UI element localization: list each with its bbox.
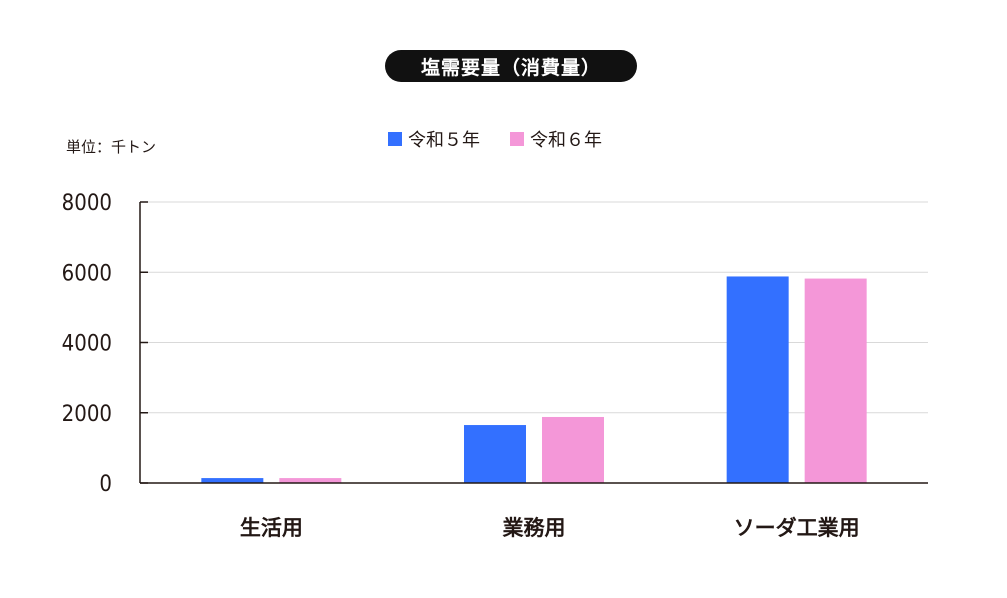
x-category-label: 生活用 <box>240 516 303 540</box>
y-tick-label: 0 <box>99 472 112 497</box>
bar-0-0 <box>201 478 264 483</box>
x-category-labels: 生活用 業務用 ソーダ工業用 <box>240 516 860 540</box>
axes <box>139 201 928 484</box>
legend-label-0: 令和５年 <box>408 130 480 151</box>
bar-1-1 <box>542 416 604 483</box>
bar-1-0 <box>279 478 342 483</box>
y-tick-label: 8000 <box>62 191 112 216</box>
x-category-label: ソーダ工業用 <box>734 516 860 540</box>
legend-item-1: 令和６年 <box>510 126 602 152</box>
y-tick-label: 4000 <box>62 332 112 357</box>
legend-swatch-0 <box>388 132 402 146</box>
bar-0-2 <box>726 276 789 483</box>
legend-label-1: 令和６年 <box>530 130 602 151</box>
y-tick-labels: 0 2000 4000 6000 8000 <box>62 191 112 497</box>
bar-1-2 <box>804 278 867 483</box>
x-category-label: 業務用 <box>503 516 566 540</box>
bars <box>201 276 867 483</box>
legend-swatch-1 <box>510 132 524 146</box>
grid-lines <box>140 201 928 414</box>
legend: 令和５年 令和６年 <box>388 126 602 152</box>
bar-0-1 <box>464 425 526 483</box>
y-tick-label: 6000 <box>62 261 112 286</box>
chart-title: 塩需要量（消費量） <box>385 50 637 82</box>
legend-item-0: 令和５年 <box>388 126 480 152</box>
y-tick-label: 2000 <box>62 402 112 427</box>
unit-label: 単位：千トン <box>66 138 157 156</box>
